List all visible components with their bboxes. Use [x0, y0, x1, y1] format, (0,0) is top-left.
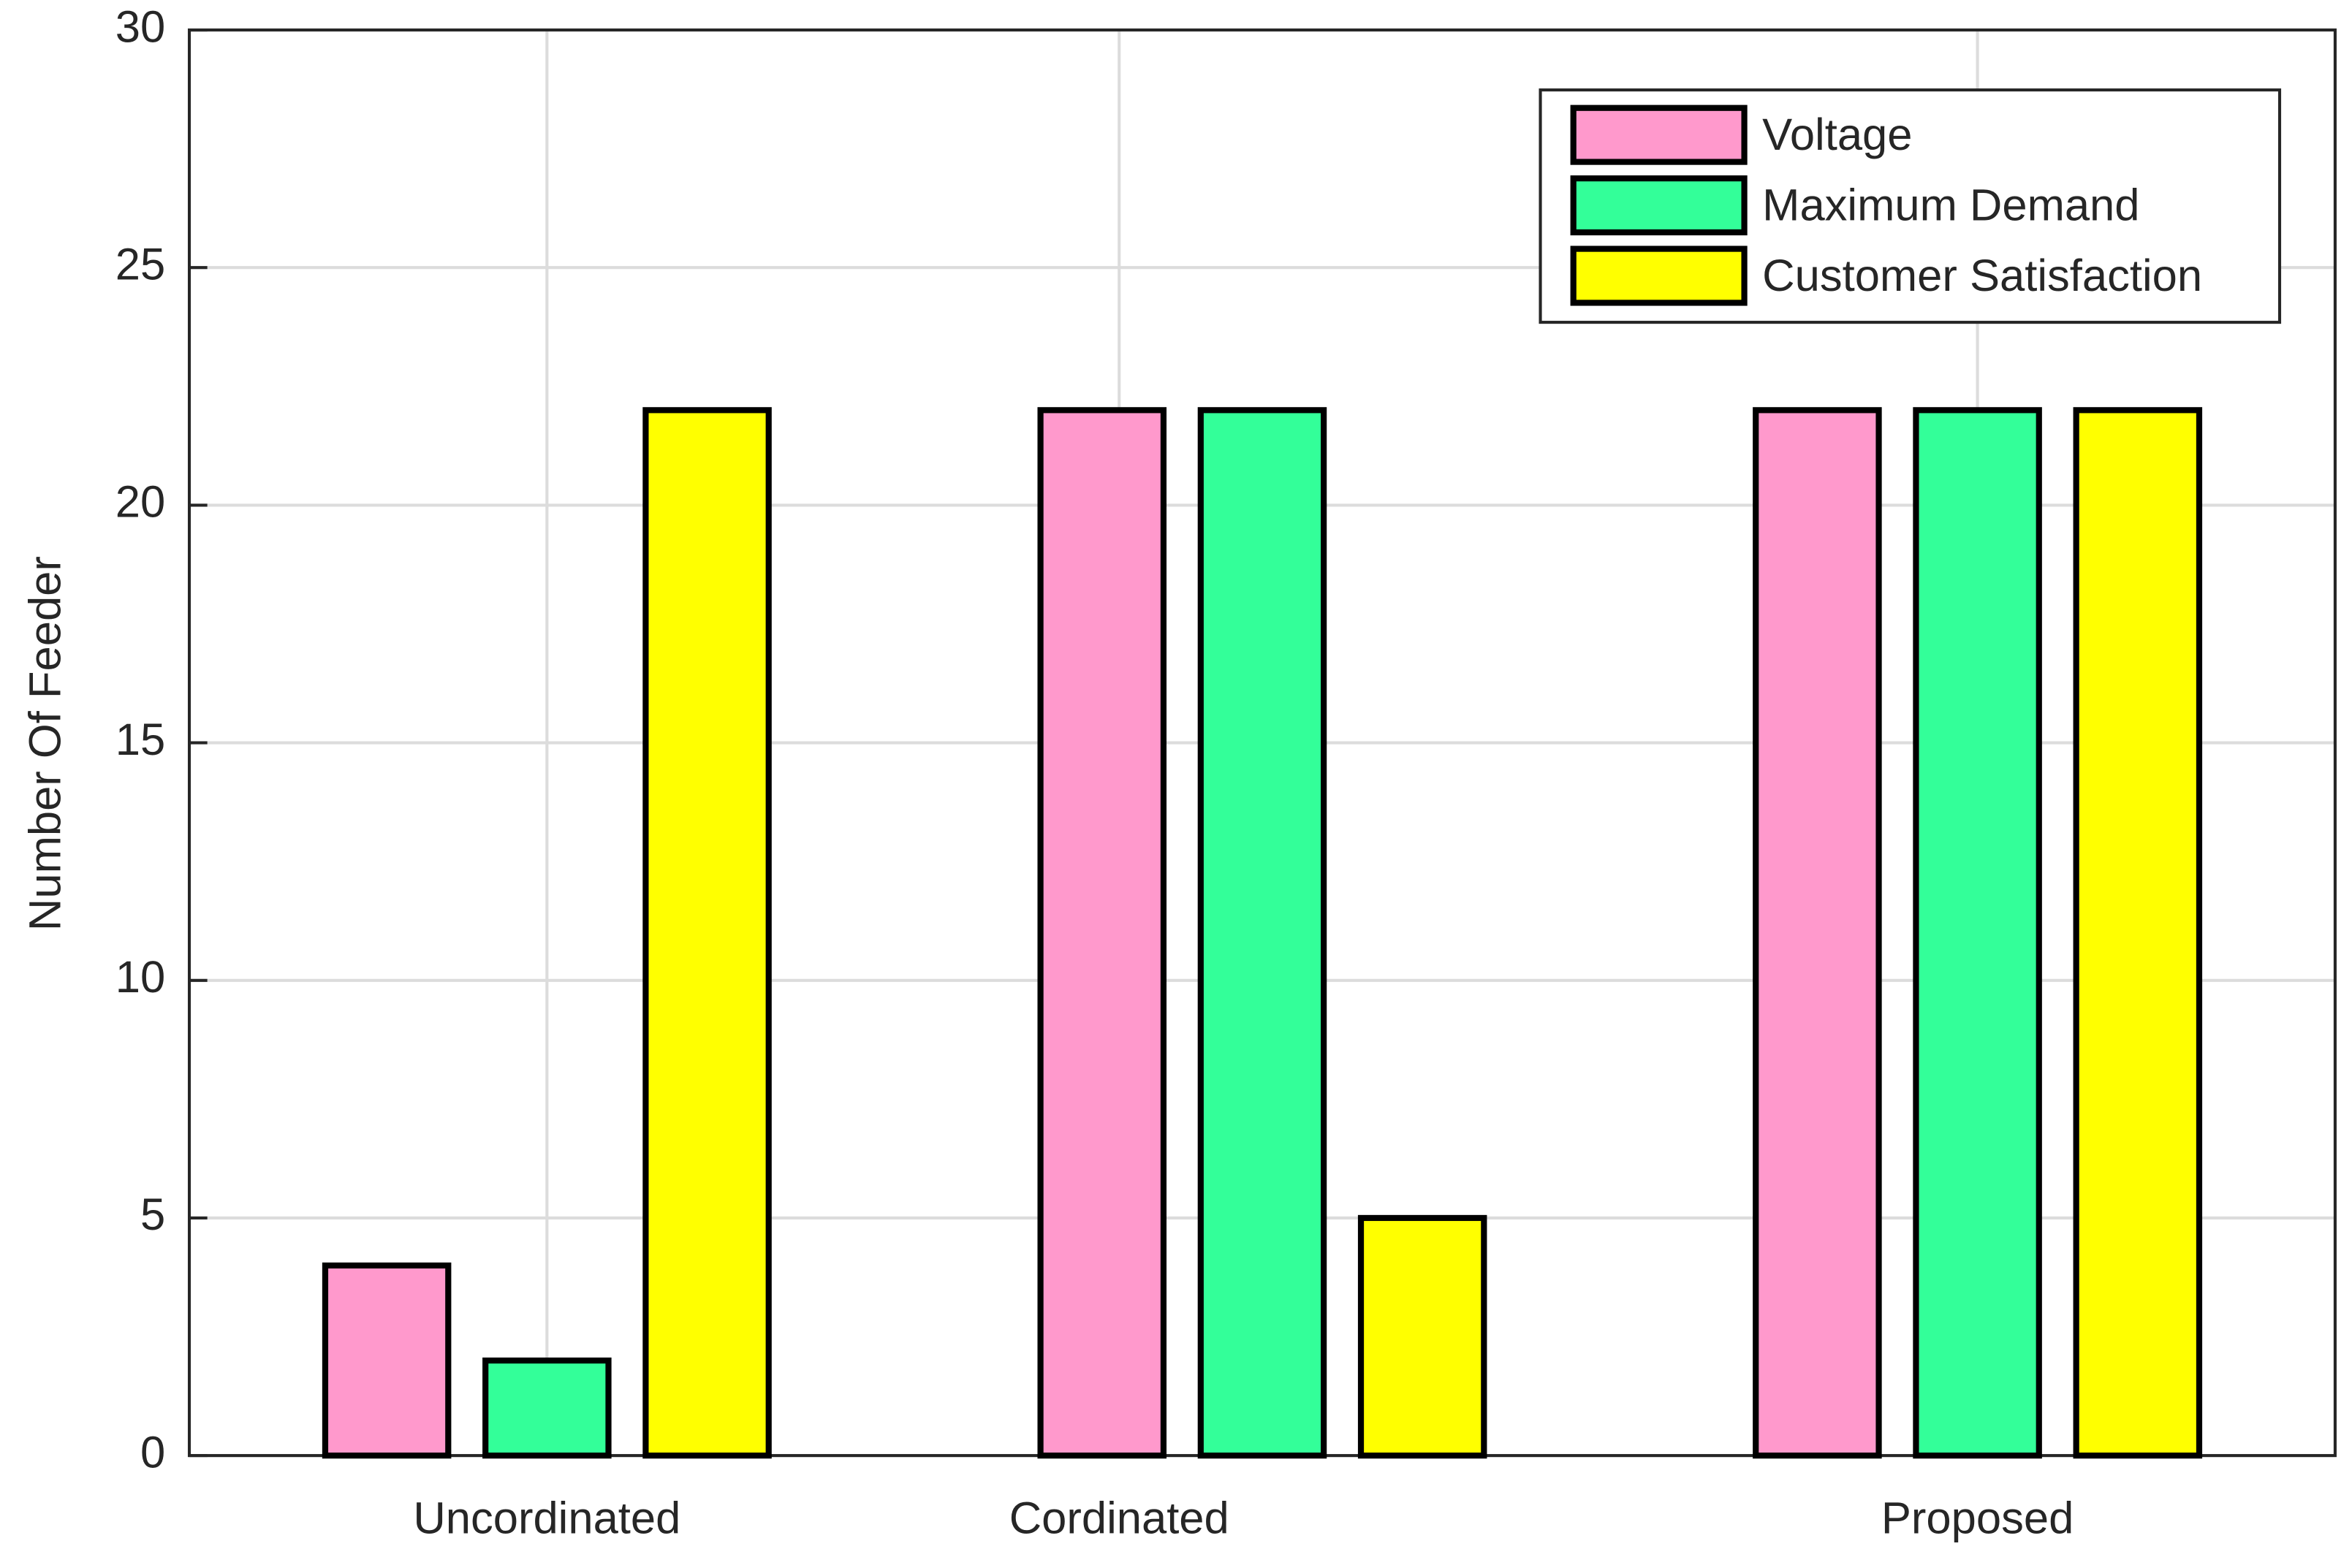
y-tick-label: 30	[115, 1, 165, 52]
legend-label: Customer Satisfaction	[1762, 251, 2202, 301]
bar	[1913, 407, 2042, 1459]
x-tick-label: Proposed	[1881, 1493, 2074, 1544]
y-tick-label: 20	[115, 477, 165, 528]
y-tick-label: 0	[140, 1427, 165, 1477]
bar	[2073, 407, 2203, 1459]
bar	[1753, 407, 1882, 1459]
x-tick-label: Cordinated	[1009, 1493, 1229, 1544]
legend-label: Voltage	[1762, 110, 1912, 160]
y-axis-label: Number Of Feeder	[20, 556, 70, 931]
bar	[1357, 1214, 1487, 1459]
legend-label: Maximum Demand	[1762, 180, 2139, 230]
bar	[322, 1262, 452, 1459]
bar	[642, 407, 772, 1459]
bar	[1197, 407, 1327, 1459]
legend-swatch	[1570, 175, 1748, 236]
bar	[482, 1357, 612, 1459]
bar	[1037, 407, 1167, 1459]
legend-swatch	[1570, 246, 1748, 306]
legend-swatch	[1570, 104, 1748, 165]
y-tick-label: 25	[115, 239, 165, 289]
y-tick-label: 10	[115, 952, 165, 1002]
y-tick-label: 15	[115, 715, 165, 765]
y-tick-label: 5	[140, 1190, 165, 1240]
x-tick-label: Uncordinated	[413, 1493, 680, 1544]
